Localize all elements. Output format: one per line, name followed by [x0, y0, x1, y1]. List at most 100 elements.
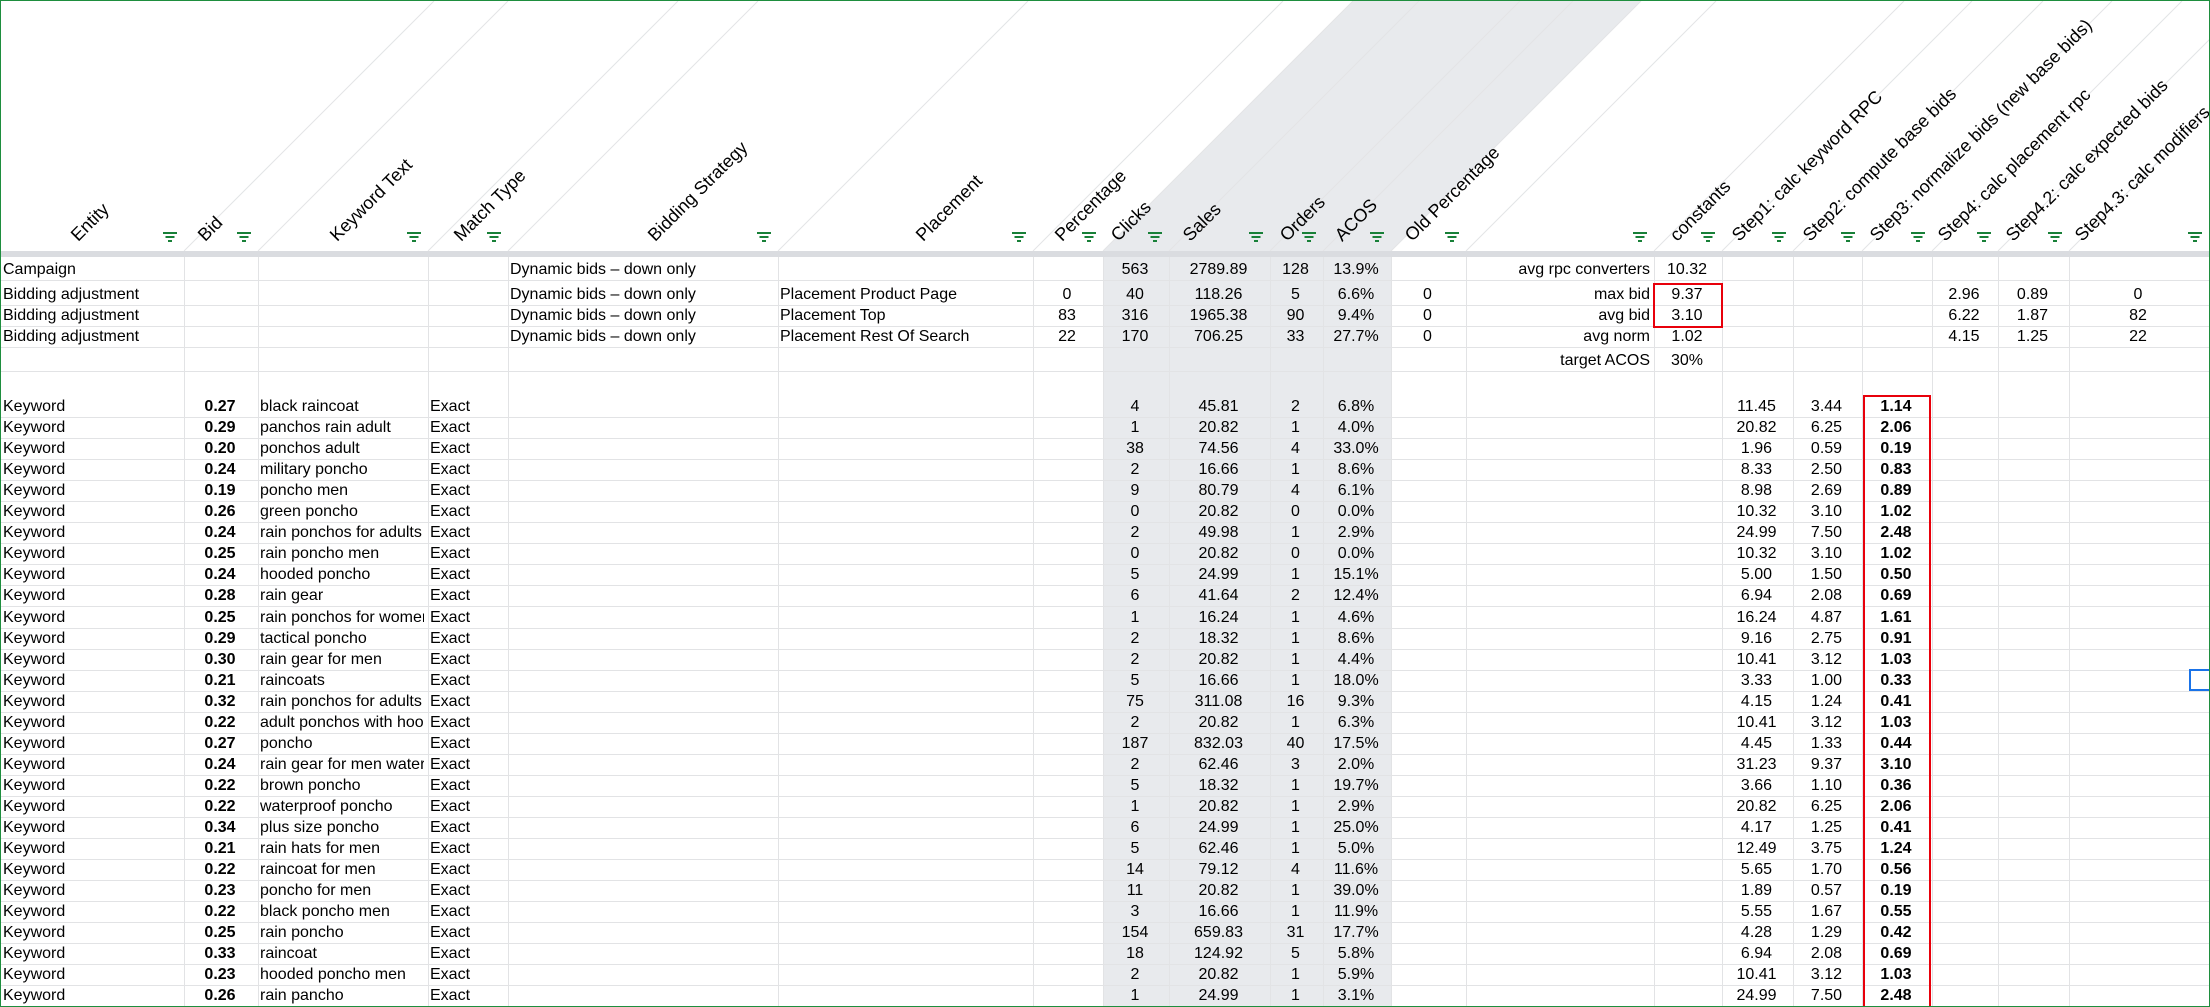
cell[interactable]: 0.55	[1880, 903, 1912, 921]
cell[interactable]: 22	[1058, 328, 1076, 345]
cell[interactable]: 0.23	[204, 882, 236, 900]
cell[interactable]: 18.32	[1198, 629, 1239, 647]
cell[interactable]: 2	[1130, 966, 1140, 984]
frozen-row-divider[interactable]	[1, 251, 2209, 257]
cell[interactable]: 0.59	[1810, 440, 1843, 458]
cell[interactable]: Placement Top	[780, 307, 886, 324]
cell[interactable]: 49.98	[1198, 524, 1239, 542]
cell[interactable]	[1724, 326, 1789, 347]
cell[interactable]: 10.32	[1736, 545, 1777, 563]
cell[interactable]: 2.75	[1810, 629, 1843, 647]
cell[interactable]: Exact	[430, 945, 471, 963]
filter-icon[interactable]	[1011, 232, 1027, 243]
cell[interactable]: 2.69	[1810, 482, 1843, 500]
cell[interactable]: 1.61	[1880, 608, 1912, 626]
cell[interactable]: 11.9%	[1333, 903, 1379, 921]
cell[interactable]: 2.9%	[1337, 797, 1375, 815]
cell[interactable]: 1	[1291, 419, 1300, 437]
cell[interactable]: ponchos adult	[260, 440, 360, 458]
cell[interactable]: 5.9%	[1337, 966, 1375, 984]
cell[interactable]: 40	[1286, 734, 1305, 752]
cell[interactable]: 1965.38	[1189, 307, 1248, 324]
cell[interactable]: 1	[1291, 713, 1300, 731]
cell[interactable]: 0.69	[1880, 587, 1912, 605]
cell[interactable]: 3.66	[1740, 776, 1773, 794]
cell[interactable]: 1	[1291, 987, 1300, 1005]
cell[interactable]	[780, 350, 1029, 371]
cell[interactable]: 10.41	[1736, 650, 1777, 668]
cell[interactable]: rain gear for men waterproof	[260, 755, 424, 773]
cell[interactable]: Exact	[430, 861, 471, 879]
cell[interactable]: 0.24	[204, 524, 236, 542]
cell[interactable]: 79.12	[1198, 861, 1239, 879]
cell[interactable]: Placement Rest Of Search	[780, 328, 970, 345]
cell[interactable]: 3.10	[1880, 755, 1912, 773]
cell[interactable]	[780, 259, 1029, 280]
cell[interactable]: 1	[1291, 524, 1300, 542]
cell[interactable]: 0.83	[1880, 461, 1912, 479]
cell[interactable]	[1035, 259, 1099, 280]
cell[interactable]: 16.66	[1198, 461, 1239, 479]
cell[interactable]: 2789.89	[1189, 261, 1248, 278]
cell[interactable]: 4	[1291, 861, 1300, 879]
cell[interactable]: Dynamic bids – down only	[510, 307, 696, 324]
cell[interactable]: avg rpc converters	[1518, 261, 1650, 278]
cell[interactable]: 12.4%	[1333, 587, 1379, 605]
cell[interactable]: 1	[1130, 608, 1140, 626]
cell[interactable]	[186, 326, 254, 347]
cell[interactable]: 38	[1126, 440, 1144, 458]
cell[interactable]	[1864, 259, 1928, 280]
cell[interactable]: 1.03	[1880, 713, 1912, 731]
cell[interactable]: 2	[1130, 755, 1140, 773]
cell[interactable]: 8.6%	[1337, 629, 1375, 647]
cell[interactable]: 1	[1291, 903, 1300, 921]
filter-icon[interactable]	[1147, 232, 1163, 243]
cell[interactable]: 18.32	[1198, 776, 1239, 794]
cell[interactable]	[3, 350, 180, 371]
cell[interactable]: hooded poncho men	[260, 966, 406, 984]
cell[interactable]: 17.5%	[1333, 734, 1379, 752]
cell[interactable]: Exact	[430, 882, 471, 900]
cell[interactable]: 1	[1291, 966, 1300, 984]
cell[interactable]: raincoat for men	[260, 861, 376, 879]
cell[interactable]: 0.19	[1880, 882, 1912, 900]
cell[interactable]: Placement Product Page	[780, 286, 957, 303]
cell[interactable]: 27.7%	[1333, 328, 1379, 345]
cell[interactable]: 3.33	[1740, 671, 1773, 689]
cell[interactable]: 16	[1286, 692, 1305, 710]
cell[interactable]	[1864, 284, 1928, 305]
cell[interactable]: 33.0%	[1333, 440, 1379, 458]
cell[interactable]: 1.02	[1671, 328, 1703, 345]
cell[interactable]: Keyword	[3, 398, 66, 415]
cell[interactable]: 0.89	[2016, 286, 2049, 303]
cell[interactable]: 6.22	[1948, 307, 1980, 324]
cell[interactable]: Exact	[430, 566, 471, 584]
cell[interactable]: 0.57	[1810, 882, 1843, 900]
cell[interactable]: 3.12	[1810, 966, 1843, 984]
cell[interactable]: 20.82	[1198, 545, 1239, 563]
cell[interactable]: Keyword	[3, 776, 66, 794]
cell[interactable]: 4.0%	[1337, 419, 1375, 437]
cell[interactable]: 5.0%	[1337, 840, 1375, 858]
cell[interactable]: target ACOS	[1560, 352, 1650, 369]
cell[interactable]: 2.9%	[1337, 524, 1375, 542]
cell[interactable]: 10.32	[1736, 503, 1777, 521]
cell[interactable]	[2071, 350, 2205, 371]
cell[interactable]: 6	[1130, 587, 1140, 605]
cell[interactable]: Exact	[430, 650, 471, 668]
cell[interactable]: 62.46	[1198, 755, 1239, 773]
cell[interactable]: 24.99	[1736, 524, 1777, 542]
filter-icon[interactable]	[1301, 232, 1317, 243]
cell[interactable]: Keyword	[3, 819, 66, 836]
cell[interactable]: max bid	[1593, 286, 1650, 303]
cell[interactable]	[1724, 305, 1789, 326]
cell[interactable]	[1795, 305, 1858, 326]
cell[interactable]: 20.82	[1736, 419, 1777, 437]
cell[interactable]	[1864, 326, 1928, 347]
cell[interactable]: 0	[2133, 286, 2143, 303]
filter-icon[interactable]	[1700, 232, 1716, 243]
cell[interactable]: 3.75	[1810, 840, 1843, 858]
cell[interactable]: raincoats	[260, 671, 325, 689]
cell[interactable]: 2.08	[1810, 945, 1843, 963]
cell[interactable]: 0.21	[204, 671, 236, 689]
